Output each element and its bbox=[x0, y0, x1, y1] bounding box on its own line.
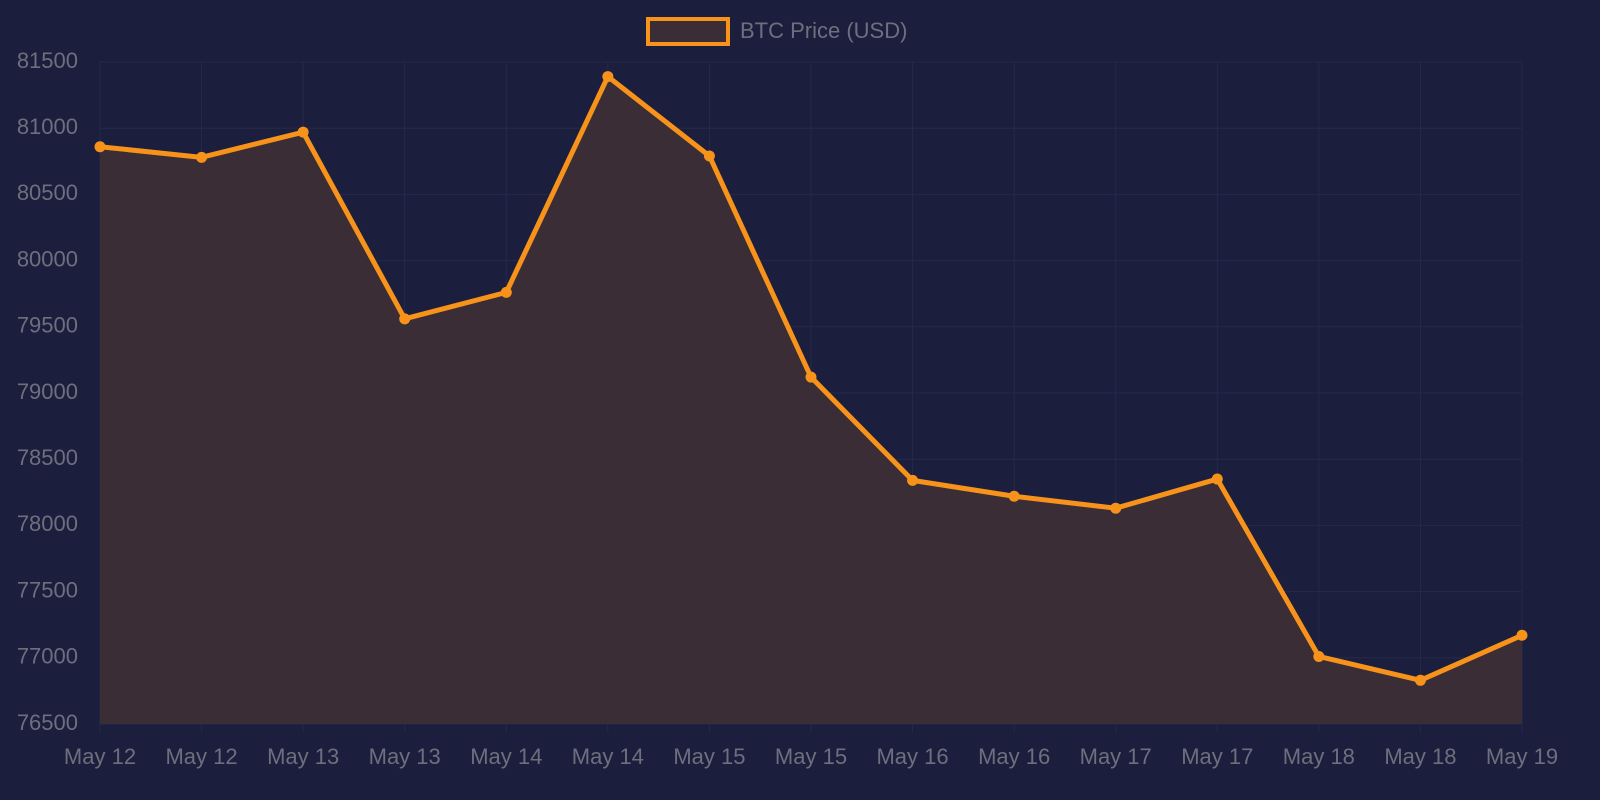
point bbox=[500, 286, 512, 298]
x-tick-label: May 17 bbox=[1181, 744, 1253, 769]
point bbox=[1110, 502, 1122, 514]
point bbox=[602, 71, 614, 83]
point bbox=[907, 474, 919, 486]
y-tick-label: 76500 bbox=[17, 710, 78, 735]
y-tick-label: 78500 bbox=[17, 445, 78, 470]
y-tick-label: 80000 bbox=[17, 246, 78, 271]
x-tick-label: May 14 bbox=[470, 744, 542, 769]
x-tick-label: May 15 bbox=[775, 744, 847, 769]
point bbox=[196, 151, 208, 163]
x-tick-label: May 13 bbox=[369, 744, 441, 769]
point bbox=[1516, 629, 1528, 641]
legend-swatch bbox=[646, 17, 730, 46]
y-tick-label: 77000 bbox=[17, 644, 78, 669]
point bbox=[1008, 490, 1020, 502]
y-tick-label: 79500 bbox=[17, 313, 78, 338]
legend-label: BTC Price (USD) bbox=[740, 18, 907, 43]
y-tick-label: 81000 bbox=[17, 114, 78, 139]
point bbox=[399, 313, 411, 325]
x-tick-label: May 12 bbox=[64, 744, 136, 769]
point bbox=[297, 126, 309, 138]
point bbox=[1211, 473, 1223, 485]
point bbox=[805, 371, 817, 383]
x-tick-label: May 18 bbox=[1283, 744, 1355, 769]
x-tick-label: May 14 bbox=[572, 744, 644, 769]
y-tick-label: 78000 bbox=[17, 511, 78, 536]
point bbox=[703, 150, 715, 162]
y-tick-label: 79000 bbox=[17, 379, 78, 404]
x-tick-label: May 16 bbox=[876, 744, 948, 769]
y-tick-label: 80500 bbox=[17, 180, 78, 205]
x-tick-label: May 13 bbox=[267, 744, 339, 769]
x-tick-label: May 19 bbox=[1486, 744, 1558, 769]
x-tick-label: May 17 bbox=[1080, 744, 1152, 769]
point bbox=[1313, 650, 1325, 662]
x-tick-label: May 12 bbox=[165, 744, 237, 769]
y-tick-label: 77500 bbox=[17, 577, 78, 602]
area bbox=[100, 76, 1522, 724]
x-tick-label: May 18 bbox=[1384, 744, 1456, 769]
y-tick-label: 81500 bbox=[17, 48, 78, 73]
x-tick-label: May 16 bbox=[978, 744, 1050, 769]
point bbox=[94, 141, 106, 153]
x-tick-label: May 15 bbox=[673, 744, 745, 769]
point bbox=[1414, 674, 1426, 686]
